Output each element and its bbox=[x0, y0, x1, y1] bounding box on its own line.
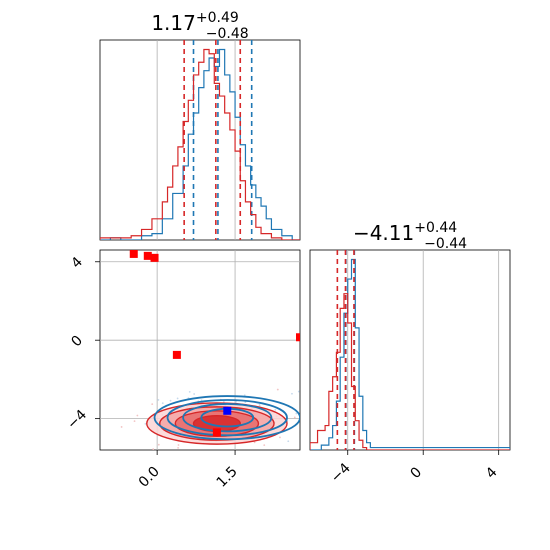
joint-panel-sample-point bbox=[169, 399, 172, 402]
joint-panel-sample-point bbox=[253, 441, 256, 444]
top-histogram-title: 1.17+0.49 −0.48 bbox=[151, 10, 248, 42]
right-histogram-title: −4.11+0.44 −0.44 bbox=[353, 220, 467, 252]
joint-panel-sample-point bbox=[205, 474, 207, 476]
joint-panel-y-tick-label: 4 bbox=[68, 254, 86, 272]
joint-panel-sample-point bbox=[157, 399, 160, 401]
joint-panel-sample-point bbox=[152, 448, 155, 450]
joint-panel-sample-point bbox=[120, 426, 123, 428]
right-histogram-x-ticks: −4 0 4 bbox=[328, 450, 501, 486]
joint-panel-sample-point bbox=[176, 397, 179, 400]
joint-panel-sample-point bbox=[279, 436, 281, 439]
joint-panel-marker-red bbox=[172, 350, 181, 359]
right-title-value: −4.11 bbox=[353, 221, 414, 245]
joint-panel-x-ticks: 0.0 1.5 bbox=[136, 450, 241, 491]
joint-panel-marker-red bbox=[150, 253, 159, 262]
joint-panel-x-tick-label: 0.0 bbox=[136, 464, 163, 491]
joint-panel-sample-point bbox=[258, 403, 261, 406]
joint-panel-marker-red bbox=[143, 251, 152, 260]
joint-panel-sample-point bbox=[157, 443, 160, 446]
joint-panel-marker-red bbox=[296, 333, 300, 342]
joint-panel-plot bbox=[63, 250, 300, 476]
top-histogram-plot bbox=[100, 40, 300, 240]
top-histogram-panel: 1.17+0.49 −0.48 bbox=[99, 10, 301, 241]
joint-panel-sample-point bbox=[274, 408, 277, 411]
joint-panel-sample-point bbox=[244, 401, 247, 404]
joint-panel-contour-a bbox=[153, 395, 300, 441]
joint-panel-sample-point bbox=[235, 400, 237, 403]
right-histogram-x-tick-label: −4 bbox=[328, 460, 354, 486]
joint-panel-sample-point bbox=[293, 416, 296, 419]
joint-panel-sample-point bbox=[193, 393, 196, 395]
top-title-value: 1.17 bbox=[151, 11, 196, 35]
right-histogram-series-0 bbox=[310, 258, 510, 450]
joint-panel: 0.0 1.5 −4 0 4 bbox=[63, 249, 301, 491]
joint-panel-marker-red bbox=[212, 428, 221, 437]
joint-panel-sample-point bbox=[63, 402, 65, 404]
joint-panel-sample-point bbox=[263, 444, 266, 447]
top-title-lower: −0.48 bbox=[206, 26, 249, 42]
right-title-upper: +0.44 bbox=[414, 220, 457, 236]
right-histogram-series-1 bbox=[310, 293, 510, 450]
joint-panel-x-tick-label: 1.5 bbox=[214, 464, 241, 491]
right-histogram-x-tick-label: 4 bbox=[483, 464, 501, 482]
joint-panel-sample-point bbox=[177, 444, 180, 446]
joint-panel-sample-point bbox=[291, 392, 293, 395]
joint-panel-y-ticks: −4 0 4 bbox=[64, 254, 100, 433]
joint-panel-sample-point bbox=[144, 422, 147, 425]
right-histogram-x-tick-label: 0 bbox=[408, 464, 426, 482]
top-histogram-frame bbox=[99, 39, 301, 241]
joint-panel-sample-point bbox=[177, 446, 179, 449]
joint-panel-marker-red bbox=[129, 250, 138, 258]
joint-panel-contour-a bbox=[166, 399, 288, 437]
joint-panel-y-tick-label: −4 bbox=[64, 407, 90, 433]
joint-panel-contour-a bbox=[182, 403, 273, 433]
top-histogram-series-1 bbox=[100, 48, 300, 240]
joint-panel-sample-point bbox=[297, 390, 300, 393]
joint-panel-sample-point bbox=[133, 420, 136, 422]
joint-panel-marker-blue bbox=[223, 406, 232, 415]
joint-panel-sample-point bbox=[136, 414, 139, 417]
right-title-lower: −0.44 bbox=[424, 236, 467, 252]
joint-panel-sample-point bbox=[295, 412, 298, 415]
joint-panel-sample-point bbox=[203, 454, 205, 456]
right-histogram-panel: −4 0 4 −4.11+0.44 −0.44 bbox=[309, 220, 511, 486]
joint-panel-sample-point bbox=[276, 388, 279, 391]
joint-panel-sample-point bbox=[161, 402, 164, 405]
top-title-upper: +0.49 bbox=[196, 10, 239, 26]
joint-panel-sample-point bbox=[151, 403, 154, 406]
joint-panel-sample-point bbox=[188, 390, 191, 393]
joint-panel-sample-point bbox=[287, 440, 290, 443]
right-histogram-frame bbox=[309, 249, 511, 451]
joint-panel-y-tick-label: 0 bbox=[68, 333, 86, 351]
right-histogram-plot bbox=[310, 250, 510, 450]
